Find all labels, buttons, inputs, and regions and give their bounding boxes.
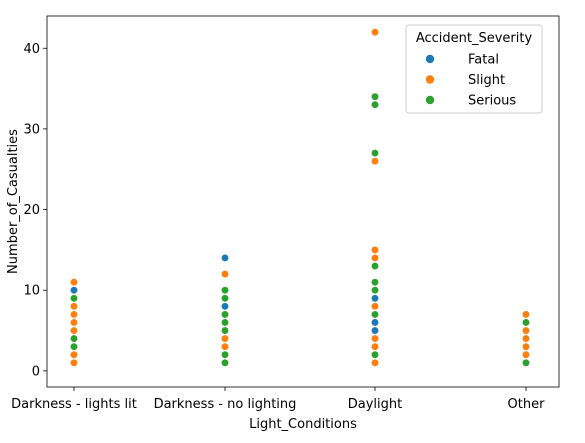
data-point-serious: [69, 342, 79, 351]
x-tick-label: Darkness - lights lit: [11, 397, 137, 412]
data-point-serious: [370, 350, 380, 359]
data-point-slight: [521, 334, 531, 343]
data-point-serious: [69, 334, 79, 343]
data-point-slight: [370, 27, 380, 37]
data-point-serious: [370, 92, 380, 101]
x-tick-label: Darkness - no lighting: [154, 397, 297, 412]
data-point-fatal: [370, 294, 380, 303]
data-point-slight: [69, 326, 79, 335]
data-point-slight: [370, 157, 380, 166]
data-point-serious: [220, 294, 230, 303]
data-point-serious: [220, 310, 230, 319]
data-point-fatal: [370, 326, 380, 335]
legend: Accident_Severity Fatal Slight Serious: [405, 24, 543, 114]
data-point-serious: [370, 278, 380, 287]
x-tick-label: Daylight: [348, 397, 402, 412]
y-tick-label: 20: [23, 203, 40, 218]
data-point-slight: [370, 245, 380, 255]
data-point-slight: [370, 334, 380, 343]
data-point-slight: [220, 269, 230, 279]
y-tick-label: 40: [23, 42, 40, 57]
data-point-serious: [370, 286, 380, 295]
data-point-slight: [370, 302, 380, 311]
data-point-slight: [69, 302, 79, 311]
data-point-slight: [69, 310, 79, 319]
data-point-serious: [220, 326, 230, 335]
x-axis-label: Light_Conditions: [249, 417, 357, 432]
legend-marker-serious: [425, 95, 435, 105]
x-ticks: Darkness - lights lit Darkness - no light…: [11, 387, 545, 412]
data-point-slight: [521, 326, 531, 335]
data-point-serious: [220, 358, 230, 367]
data-point-serious: [521, 318, 531, 327]
data-point-serious: [220, 350, 230, 359]
data-point-slight: [69, 318, 79, 327]
legend-marker-slight: [425, 75, 435, 84]
legend-label: Slight: [468, 73, 505, 88]
data-point-slight: [370, 342, 380, 351]
data-point-slight: [220, 342, 230, 351]
data-point-fatal: [370, 318, 380, 327]
y-tick-label: 0: [32, 364, 40, 379]
data-point-slight: [370, 358, 380, 367]
legend-label: Serious: [468, 94, 516, 109]
data-point-slight: [69, 358, 79, 367]
data-point-slight: [69, 278, 79, 287]
data-point-serious: [370, 310, 380, 319]
data-point-slight: [521, 310, 531, 319]
data-point-slight: [370, 253, 380, 263]
data-point-serious: [220, 318, 230, 327]
data-point-slight: [521, 350, 531, 359]
points-layer: [69, 27, 531, 367]
legend-label: Fatal: [468, 53, 499, 68]
legend-box: [405, 24, 543, 114]
y-tick-label: 30: [23, 122, 40, 137]
x-tick-label: Other: [508, 397, 546, 412]
y-axis-label: Number_of_Casualties: [6, 129, 21, 274]
data-point-slight: [521, 342, 531, 351]
data-point-serious: [370, 261, 380, 271]
data-point-serious: [370, 148, 380, 158]
data-point-serious: [220, 286, 230, 295]
axes-frame: [46, 15, 560, 388]
legend-marker-fatal: [425, 54, 435, 64]
legend-items: Fatal Slight Serious: [425, 53, 516, 109]
data-point-fatal: [220, 302, 230, 311]
y-ticks: 0 10 20 30 40: [23, 42, 47, 379]
data-point-slight: [69, 350, 79, 359]
legend-title: Accident_Severity: [416, 31, 533, 46]
axes-layer: [46, 15, 560, 388]
data-point-fatal: [69, 286, 79, 295]
data-point-fatal: [220, 253, 230, 263]
data-point-serious: [69, 294, 79, 303]
data-point-slight: [220, 334, 230, 343]
y-tick-label: 10: [23, 284, 40, 299]
data-point-serious: [521, 358, 531, 367]
data-point-serious: [370, 100, 380, 109]
